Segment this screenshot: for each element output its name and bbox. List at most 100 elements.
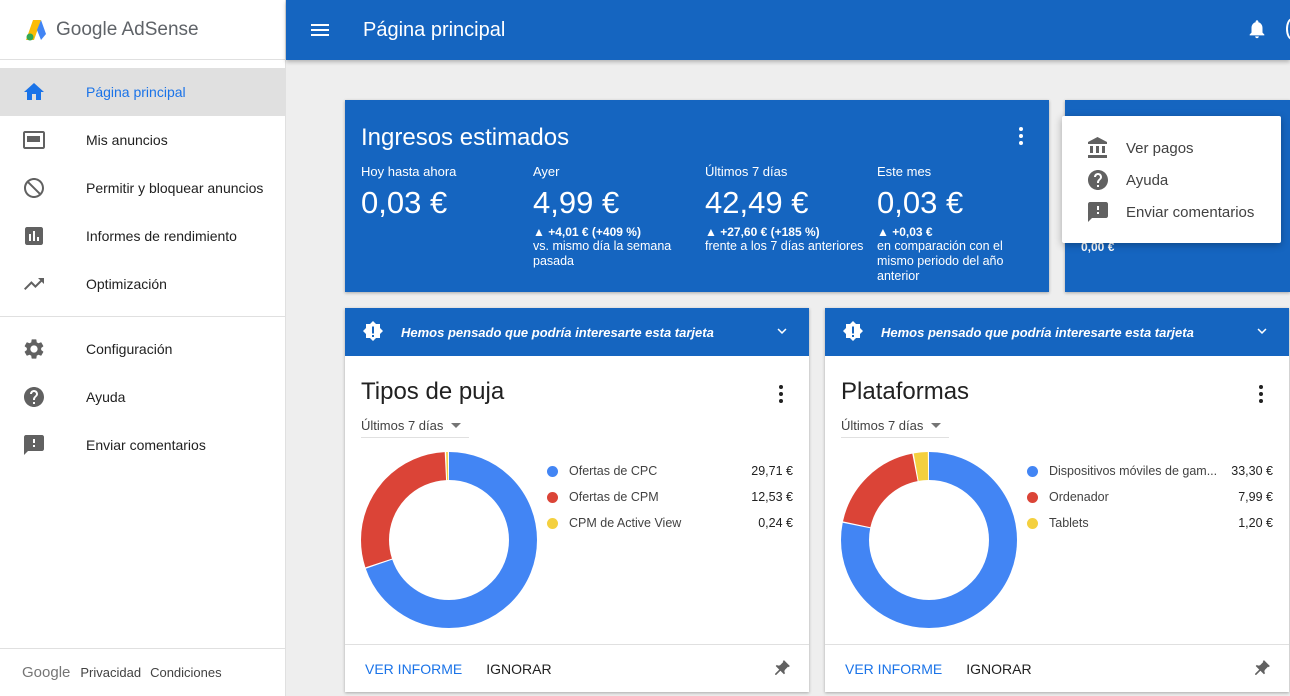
period-dropdown[interactable]: Últimos 7 días — [841, 414, 949, 438]
sidebar: Google AdSense Página principal Mis anun… — [0, 0, 286, 696]
feedback-icon — [1088, 202, 1108, 222]
block-icon — [0, 176, 86, 200]
card-footer: VER INFORME IGNORAR — [345, 644, 809, 692]
menu-item-label: Enviar comentarios — [1126, 203, 1255, 221]
earnings-title: Ingresos estimados — [361, 124, 570, 151]
sidebar-item-my-ads[interactable]: Mis anuncios — [0, 116, 285, 164]
ad-unit-icon — [0, 128, 86, 152]
pin-icon[interactable] — [771, 659, 791, 679]
stat-label: Hoy hasta ahora — [361, 164, 457, 179]
legend-item: CPM de Active View 0,24 € — [547, 510, 793, 536]
stat-description: frente a los 7 días anteriores — [705, 239, 864, 253]
sidebar-item-label: Informes de rendimiento — [86, 228, 237, 244]
page-title: Página principal — [363, 18, 506, 41]
legend-amount: 33,30 € — [1231, 464, 1273, 478]
account-avatar[interactable] — [1286, 18, 1290, 40]
legend-label: Ofertas de CPC — [569, 464, 658, 478]
legend-amount: 0,24 € — [758, 516, 793, 530]
legend-item: Ordenador 7,99 € — [1027, 484, 1273, 510]
sidebar-item-help[interactable]: Ayuda — [0, 373, 285, 421]
sidebar-divider — [0, 316, 285, 317]
home-icon — [0, 80, 86, 104]
pin-icon[interactable] — [1251, 659, 1271, 679]
stat-change: ▲ +27,60 € (+185 %) — [705, 225, 820, 239]
sidebar-item-reports[interactable]: Informes de rendimiento — [0, 212, 285, 260]
stat-value: 0,03 € — [361, 185, 448, 220]
partial-value: 0,00 € — [1081, 240, 1115, 254]
menu-item-feedback[interactable]: Enviar comentarios — [1062, 196, 1281, 228]
brand[interactable]: Google AdSense — [0, 0, 285, 60]
legend-item: Ofertas de CPC 29,71 € — [547, 458, 793, 484]
notifications-bell-icon[interactable] — [1246, 17, 1268, 41]
sidebar-item-optimization[interactable]: Optimización — [0, 260, 285, 308]
menu-icon[interactable] — [308, 18, 332, 42]
stat-description: vs. mismo día la semana pasada — [533, 239, 672, 268]
sidebar-footer: Google Privacidad Condiciones — [0, 648, 285, 696]
card-platforms: Hemos pensado que podría interesarte est… — [825, 308, 1289, 692]
legend-dot — [1027, 491, 1038, 503]
stat-change: ▲ +0,03 € — [877, 225, 933, 239]
menu-item-label: Ver pagos — [1126, 139, 1194, 157]
stat-value: 42,49 € — [705, 185, 809, 220]
bar-chart-icon — [0, 224, 86, 248]
dropdown-arrow-icon — [931, 423, 942, 428]
period-dropdown[interactable]: Últimos 7 días — [361, 414, 469, 438]
card-banner: Hemos pensado que podría interesarte est… — [345, 308, 809, 356]
stat-change: ▲ +4,01 € (+409 %) — [533, 225, 641, 239]
top-app-bar: Página principal — [286, 0, 1290, 60]
menu-item-payments[interactable]: Ver pagos — [1062, 132, 1281, 164]
legend-item: Dispositivos móviles de gam... 33,30 € — [1027, 458, 1273, 484]
chevron-down-icon[interactable] — [1253, 322, 1271, 340]
help-icon — [1088, 170, 1108, 190]
chevron-down-icon[interactable] — [773, 322, 791, 340]
chart-legend: Dispositivos móviles de gam... 33,30 € O… — [1027, 458, 1273, 536]
legend-dot — [547, 517, 558, 529]
donut-slice-dispositivos-m-viles-de-gam[interactable] — [841, 452, 1017, 628]
sidebar-item-label: Optimización — [86, 276, 167, 292]
card-banner: Hemos pensado que podría interesarte est… — [825, 308, 1289, 356]
overflow-menu: Ver pagos Ayuda Enviar comentarios — [1062, 116, 1281, 243]
sidebar-item-label: Configuración — [86, 341, 173, 357]
stat-yesterday: Ayer 4,99 € ▲ +4,01 € (+409 %) vs. mismo… — [533, 164, 693, 269]
ignore-button[interactable]: IGNORAR — [966, 660, 1032, 677]
sidebar-item-feedback[interactable]: Enviar comentarios — [0, 421, 285, 469]
privacy-link[interactable]: Privacidad — [80, 665, 142, 680]
legend-dot — [547, 491, 558, 503]
chart-legend: Ofertas de CPC 29,71 € Ofertas de CPM 12… — [547, 458, 793, 536]
donut-chart — [361, 452, 537, 628]
period-label: Últimos 7 días — [361, 418, 444, 433]
menu-item-label: Ayuda — [1126, 171, 1169, 189]
sidebar-item-label: Ayuda — [86, 389, 126, 405]
ignore-button[interactable]: IGNORAR — [486, 660, 552, 677]
view-report-button[interactable]: VER INFORME — [845, 660, 943, 677]
sidebar-item-label: Enviar comentarios — [86, 437, 206, 453]
legend-amount: 12,53 € — [751, 490, 793, 504]
sidebar-item-allow-block[interactable]: Permitir y bloquear anuncios — [0, 164, 285, 212]
donut-slice-ofertas-de-cpm[interactable] — [361, 452, 537, 628]
sidebar-item-home[interactable]: Página principal — [0, 68, 285, 116]
terms-link[interactable]: Condiciones — [150, 665, 222, 680]
legend-label: Dispositivos móviles de gam... — [1049, 464, 1218, 478]
legend-label: Tablets — [1049, 516, 1089, 530]
help-icon — [0, 385, 86, 409]
earnings-card: Ingresos estimados Hoy hasta ahora 0,03 … — [345, 100, 1049, 292]
legend-dot — [1027, 465, 1038, 477]
legend-item: Tablets 1,20 € — [1027, 510, 1273, 536]
card-title: Plataformas — [841, 378, 970, 405]
stat-label: Ayer — [533, 164, 560, 179]
sidebar-item-settings[interactable]: Configuración — [0, 325, 285, 373]
view-report-button[interactable]: VER INFORME — [365, 660, 463, 677]
legend-label: Ordenador — [1049, 490, 1109, 504]
sidebar-item-label: Página principal — [86, 84, 186, 100]
donut-chart — [841, 452, 1017, 628]
more-vert-icon[interactable] — [1015, 126, 1027, 146]
more-vert-icon[interactable] — [775, 384, 787, 404]
donut-slice-ofertas-de-cpc[interactable] — [361, 452, 537, 628]
trending-up-icon — [0, 272, 86, 296]
menu-item-help[interactable]: Ayuda — [1062, 164, 1281, 196]
stat-value: 4,99 € — [533, 185, 620, 220]
bank-icon — [1088, 137, 1107, 158]
card-footer: VER INFORME IGNORAR — [825, 644, 1289, 692]
legend-label: CPM de Active View — [569, 516, 682, 530]
more-vert-icon[interactable] — [1255, 384, 1267, 404]
